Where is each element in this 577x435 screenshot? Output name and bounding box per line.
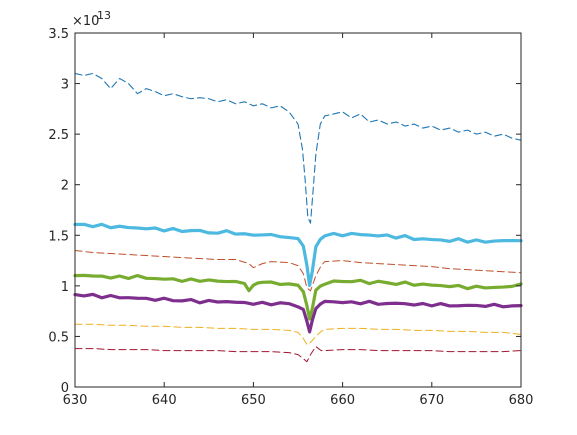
x-tick-label: 630 (63, 393, 88, 408)
series-line-3 (74, 249, 522, 292)
ticks-layer: 630 640 650 660 670 680 0 0.5 1 1.5 2 2.5 3 3.5 (48, 27, 533, 408)
x-tick-label: 660 (330, 393, 355, 408)
axes-box (74, 32, 522, 388)
x-tick-label: 640 (152, 393, 177, 408)
series-line-4 (73, 273, 523, 321)
x-tick-label: 680 (509, 393, 534, 408)
y-tick-label: 1 (61, 280, 69, 295)
series-line-1 (74, 72, 522, 224)
series-line-5 (73, 292, 523, 334)
y-tick-label: 2 (61, 179, 69, 194)
y-tick-label: 2.5 (48, 128, 69, 143)
series-line-6 (74, 323, 522, 346)
series-line-2 (73, 222, 523, 288)
y-tick-label: 0 (61, 381, 69, 396)
x-tick-label: 670 (419, 393, 444, 408)
y-tick-label: 3.5 (48, 27, 69, 42)
y-exponent-base: ×10 (72, 14, 99, 29)
x-tick-label: 650 (241, 393, 266, 408)
y-tick-label: 3 (61, 78, 69, 93)
series-layer (73, 72, 523, 363)
y-tick-label: 0.5 (48, 330, 69, 345)
series-line-7 (74, 346, 522, 363)
y-exponent-power: -13 (93, 9, 111, 22)
y-tick-label: 1.5 (48, 229, 69, 244)
plot-area (75, 33, 521, 387)
